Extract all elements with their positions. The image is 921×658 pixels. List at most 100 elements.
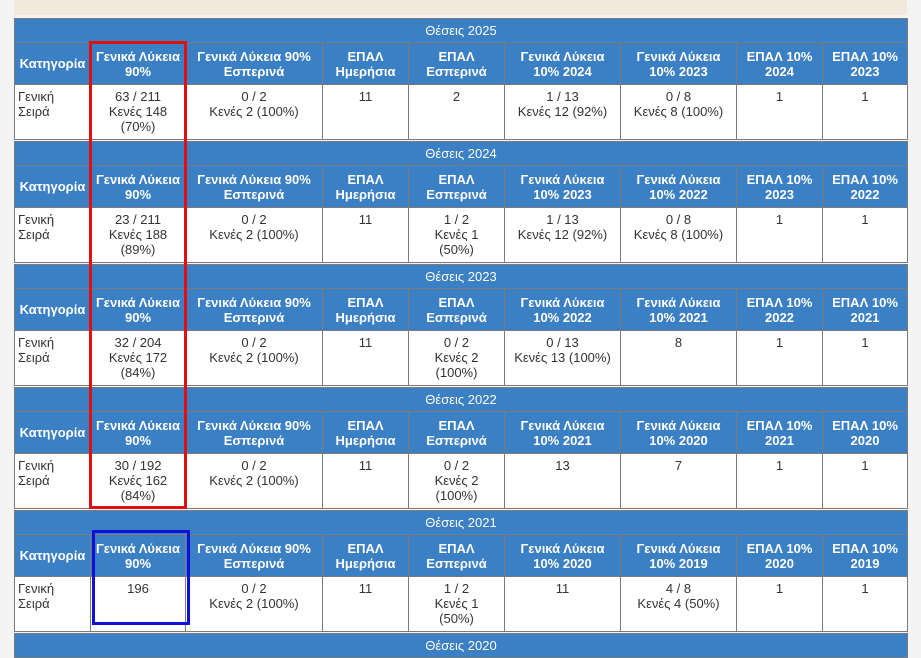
column-header: ΕΠΑΛ Ημερήσια	[322, 534, 409, 577]
cell-line: 0 / 2	[443, 335, 470, 350]
column-header: ΕΠΑΛ 10% 2023	[736, 165, 823, 208]
column-header: Γενικά Λύκεια 90%	[90, 534, 186, 577]
cell-line: 30 / 192	[114, 458, 162, 473]
cell: 11	[322, 207, 409, 263]
top-bar	[14, 0, 907, 15]
cell-line: 196	[127, 581, 149, 596]
cell-line: Κενές 13 (100%)	[514, 350, 611, 365]
cell-line: Κενές 172	[108, 350, 168, 365]
cell: Γενική Σειρά	[14, 330, 91, 386]
header-row: Κατηγορία Γενικά Λύκεια 90% Γενικά Λύκεια …	[14, 165, 908, 208]
cell: 1	[822, 207, 908, 263]
cell: 32 / 204 Κενές 172 (84%)	[90, 330, 186, 386]
cell-line: Κενές 2 (100%)	[209, 473, 299, 488]
cell-line: 1	[861, 335, 869, 350]
cell-line: 1	[775, 212, 784, 227]
cell-line: Κενές 2 (100%)	[209, 104, 299, 119]
column-header: Γενικά Λύκεια 10% 2022	[620, 165, 737, 208]
cell: 1 / 13 Κενές 12 (92%)	[504, 84, 621, 140]
data-row: Γενική Σειρά 23 / 211 Κενές 188 (89%) 0 / 2 Κε…	[14, 207, 908, 263]
column-header: ΕΠΑΛ Ημερήσια	[322, 288, 409, 331]
title-row: Θέσεις 2020	[14, 633, 908, 658]
cell-line: Κενές 8 (100%)	[633, 104, 724, 119]
cell: 2	[408, 84, 505, 140]
cell-line: 11	[555, 581, 570, 596]
cell-line: (89%)	[120, 242, 156, 257]
seats-table: Θέσεις 2025 Κατηγορία Γενικά Λύκεια 90% Γεν…	[14, 18, 908, 140]
cell-line: (84%)	[120, 365, 156, 380]
cell-line: 8	[674, 335, 683, 350]
column-header: ΕΠΑΛ 10% 2024	[736, 42, 823, 85]
cell-line: 11	[358, 212, 373, 227]
cell-line: (100%)	[435, 488, 478, 503]
cell-line: 11	[358, 89, 373, 104]
cell-line: 0 / 2	[241, 335, 267, 350]
column-header: Κατηγορία	[14, 42, 91, 85]
cell: Γενική Σειρά	[14, 84, 91, 140]
cell-line: Κενές 1	[434, 227, 479, 242]
data-row: Γενική Σειρά 63 / 211 Κενές 148 (70%) 0 / 2 Κε…	[14, 84, 908, 140]
cell: 1	[822, 576, 908, 632]
column-header: Γενικά Λύκεια 90%	[90, 165, 186, 208]
column-header: Κατηγορία	[14, 288, 91, 331]
cell-line: (100%)	[435, 365, 478, 380]
cell: 1	[736, 453, 823, 509]
column-header: ΕΠΑΛ 10% 2021	[736, 411, 823, 454]
column-header: ΕΠΑΛ Ημερήσια	[322, 165, 409, 208]
cell: 0 / 8 Κενές 8 (100%)	[620, 84, 737, 140]
cell: Γενική Σειρά	[14, 453, 91, 509]
cell-line: Κενές 8 (100%)	[633, 227, 724, 242]
column-header: ΕΠΑΛ 10% 2022	[736, 288, 823, 331]
cell: 0 / 2 Κενές 2 (100%)	[185, 207, 323, 263]
cell-line: Γενική	[18, 335, 55, 350]
cell-line: Κενές 2 (100%)	[209, 596, 299, 611]
cell-line: (50%)	[439, 611, 474, 626]
cell: 0 / 2 Κενές 2 (100%)	[185, 453, 323, 509]
cell: 23 / 211 Κενές 188 (89%)	[90, 207, 186, 263]
cell: 1	[822, 84, 908, 140]
seats-table: Θέσεις 2023 Κατηγορία Γενικά Λύκεια 90% Γεν…	[14, 264, 908, 386]
cell: 1 / 13 Κενές 12 (92%)	[504, 207, 621, 263]
cell-line: 0 / 2	[241, 581, 267, 596]
cell-line: Σειρά	[18, 227, 50, 242]
cell-line: Κενές 1	[434, 596, 479, 611]
column-header: Γενικά Λύκεια 90% Εσπερινά	[185, 288, 323, 331]
cell: Γενική Σειρά	[14, 576, 91, 632]
column-header: ΕΠΑΛ Ημερήσια	[322, 42, 409, 85]
cell-line: 1	[861, 581, 869, 596]
cell: 0 / 2 Κενές 2 (100%)	[185, 330, 323, 386]
column-header: Γενικά Λύκεια 90%	[90, 288, 186, 331]
table-title: Θέσεις 2024	[14, 141, 908, 166]
cell-line: 13	[555, 458, 570, 473]
data-row: Γενική Σειρά 196 0 / 2 Κενές 2 (100%) 11 1 / 2…	[14, 576, 908, 632]
column-header: Γενικά Λύκεια 90%	[90, 42, 186, 85]
cell: 0 / 8 Κενές 8 (100%)	[620, 207, 737, 263]
cell-line: Κενές 162	[108, 473, 168, 488]
column-header: Γενικά Λύκεια 10% 2020	[620, 411, 737, 454]
cell-line: 1	[861, 89, 869, 104]
blue-highlight	[92, 530, 190, 625]
cell-line: 0 / 2	[443, 458, 470, 473]
cell-line: 1	[861, 458, 869, 473]
cell: 1	[822, 453, 908, 509]
cell-line: 0 / 8	[665, 212, 692, 227]
cell-line: 1 / 13	[546, 89, 579, 104]
column-header: ΕΠΑΛ Ημερήσια	[322, 411, 409, 454]
cell-line: Κενές 12 (92%)	[517, 104, 608, 119]
header-row: Κατηγορία Γενικά Λύκεια 90% Γενικά Λύκεια …	[14, 411, 908, 454]
cell: 1	[736, 330, 823, 386]
header-row: Κατηγορία Γενικά Λύκεια 90% Γενικά Λύκεια …	[14, 42, 908, 85]
column-header: ΕΠΑΛ Εσπερινά	[408, 288, 505, 331]
cell: Γενική Σειρά	[14, 207, 91, 263]
cell-line: 0 / 8	[665, 89, 692, 104]
column-header: Γενικά Λύκεια 90% Εσπερινά	[185, 165, 323, 208]
cell: 4 / 8 Κενές 4 (50%)	[620, 576, 737, 632]
title-row: Θέσεις 2025	[14, 18, 908, 43]
cell-line: Κενές 148	[108, 104, 168, 119]
cell-line: (50%)	[439, 242, 474, 257]
table-title: Θέσεις 2025	[14, 18, 908, 43]
column-header: Γενικά Λύκεια 10% 2022	[504, 288, 621, 331]
cell-line: Σειρά	[18, 104, 50, 119]
cell-line: 0 / 2	[241, 89, 267, 104]
data-row: Γενική Σειρά 30 / 192 Κενές 162 (84%) 0 / 2 Κε…	[14, 453, 908, 509]
